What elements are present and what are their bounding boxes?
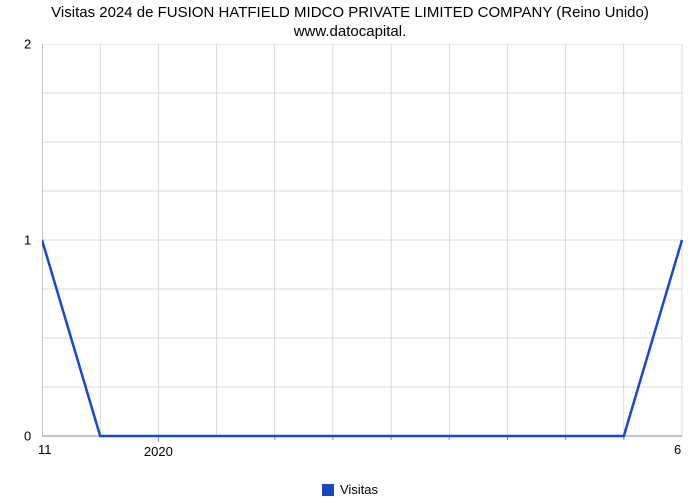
x-axis-right-label: 6 — [674, 442, 681, 457]
legend-label: Visitas — [340, 482, 378, 497]
chart-title-line1: Visitas 2024 de FUSION HATFIELD MIDCO PR… — [51, 4, 649, 40]
x-tick-label: 2020 — [144, 444, 173, 459]
legend-swatch — [322, 484, 334, 496]
y-tick-label: 2 — [24, 37, 31, 52]
y-tick-label: 0 — [24, 429, 31, 444]
chart-legend: Visitas — [322, 482, 378, 497]
y-tick-label: 1 — [24, 233, 31, 248]
x-axis-left-label: 11 — [38, 442, 52, 457]
line-chart — [42, 44, 684, 444]
